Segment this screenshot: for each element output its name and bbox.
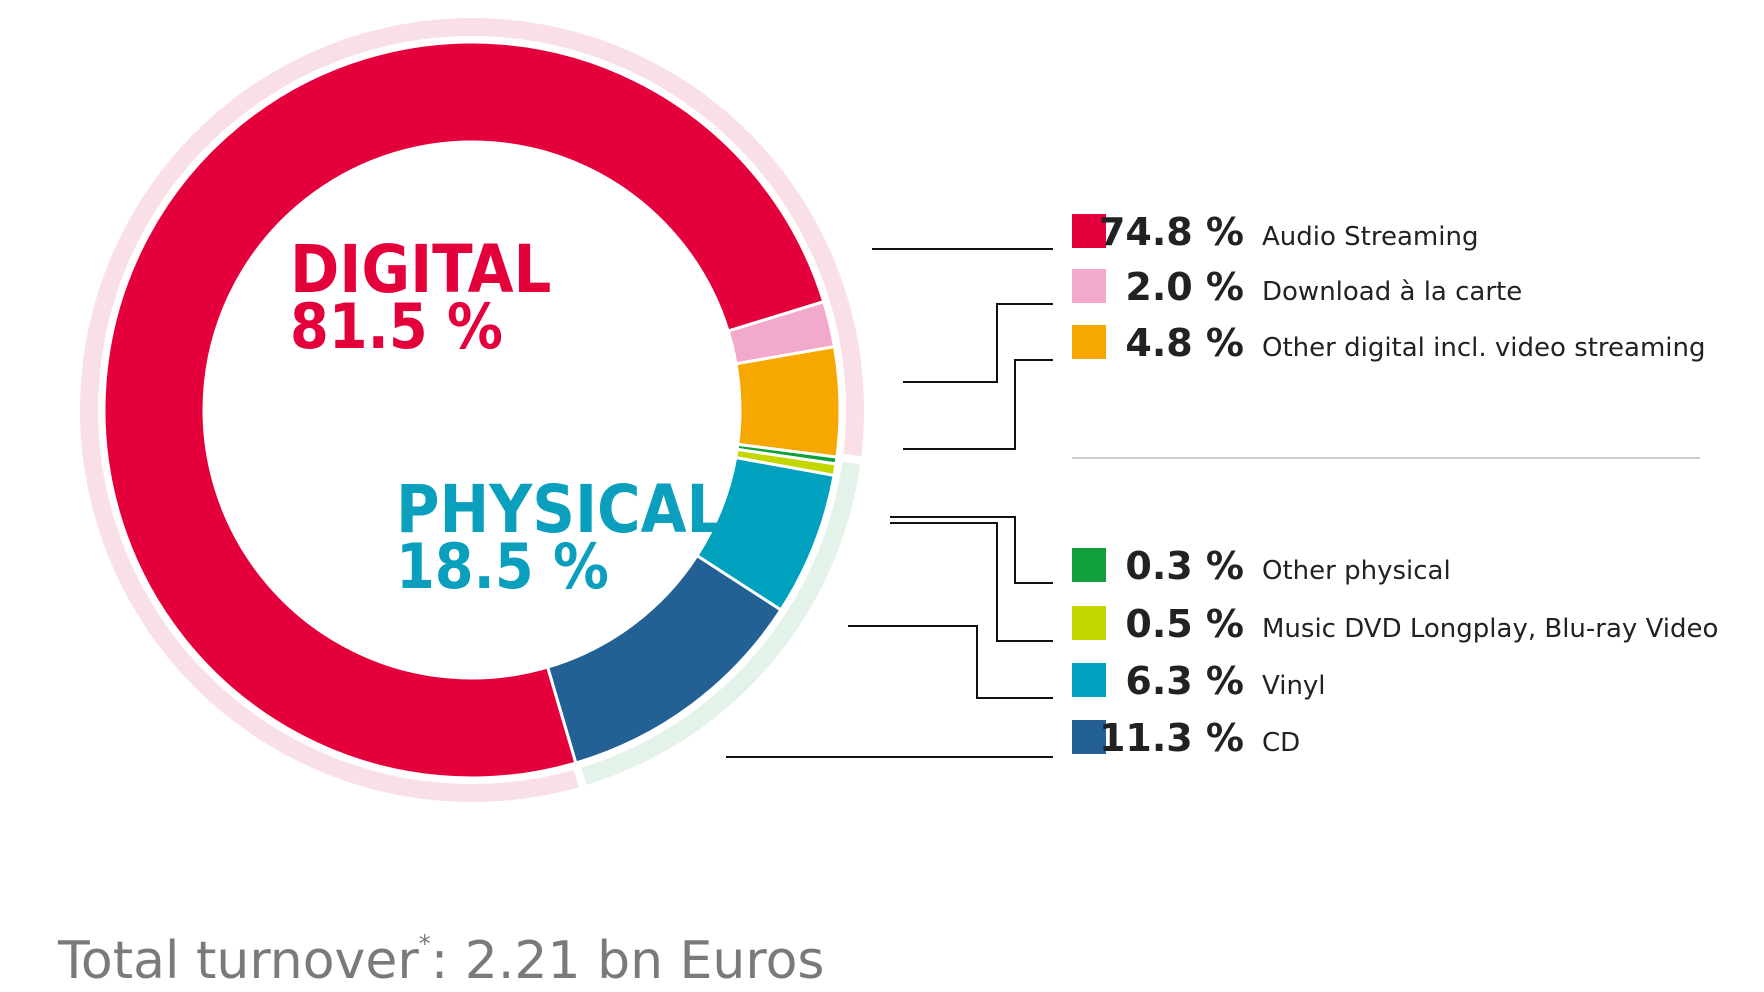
legend: 74.8 % Audio Streaming 2.0 % Download à la … xyxy=(1072,210,1718,760)
legend-swatch-cd xyxy=(1072,720,1106,754)
slice-cd xyxy=(545,553,783,765)
connector-lines xyxy=(726,248,1700,758)
legend-percent-other-physical: 0.3 % xyxy=(1125,544,1244,588)
legend-label-other-physical: Other physical xyxy=(1262,556,1451,586)
digital-percent: 81.5 % xyxy=(290,290,503,363)
footer-text: Total turnover xyxy=(57,931,419,991)
footer-superscript: * xyxy=(419,930,431,958)
connector-other-digital-incl-video-streaming xyxy=(903,359,1053,450)
legend-percent-download-la-carte: 2.0 % xyxy=(1125,265,1244,309)
legend-swatch-music-dvd-longplay-blu-ray-video xyxy=(1072,606,1106,640)
slice-other-digital-incl-video-streaming xyxy=(734,344,842,459)
connector-music-dvd-longplay-blu-ray-video xyxy=(890,522,1053,642)
legend-percent-vinyl: 6.3 % xyxy=(1125,659,1244,703)
legend-swatch-other-digital-incl-video-streaming xyxy=(1072,325,1106,359)
physical-percent: 18.5 % xyxy=(396,530,609,603)
slice-layer xyxy=(102,40,842,780)
physical-title: PHYSICAL xyxy=(396,471,724,548)
legend-label-download-la-carte: Download à la carte xyxy=(1262,277,1522,307)
digital-title: DIGITAL xyxy=(290,231,551,308)
legend-label-cd: CD xyxy=(1262,728,1300,758)
connector-other-physical xyxy=(890,516,1053,584)
slice-audio-streaming xyxy=(102,40,826,780)
total-turnover-footer: Total turnover*: 2.21 bn Euros xyxy=(57,930,825,991)
footer-value: : 2.21 bn Euros xyxy=(431,931,825,991)
legend-swatch-download-la-carte xyxy=(1072,269,1106,303)
legend-percent-audio-streaming: 74.8 % xyxy=(1099,210,1244,254)
legend-label-music-dvd-longplay-blu-ray-video: Music DVD Longplay, Blu-ray Video xyxy=(1262,614,1718,644)
legend-swatch-other-physical xyxy=(1072,548,1106,582)
legend-label-vinyl: Vinyl xyxy=(1262,671,1326,701)
legend-swatch-audio-streaming xyxy=(1072,214,1106,248)
legend-label-audio-streaming: Audio Streaming xyxy=(1262,222,1478,252)
legend-percent-cd: 11.3 % xyxy=(1099,716,1244,760)
connector-vinyl xyxy=(848,625,1053,699)
legend-label-other-digital-incl-video-streaming: Other digital incl. video streaming xyxy=(1262,333,1706,363)
legend-percent-other-digital-incl-video-streaming: 4.8 % xyxy=(1125,321,1244,365)
legend-percent-music-dvd-longplay-blu-ray-video: 0.5 % xyxy=(1125,602,1244,646)
legend-swatch-vinyl xyxy=(1072,663,1106,697)
connector-download-la-carte xyxy=(903,303,1053,383)
